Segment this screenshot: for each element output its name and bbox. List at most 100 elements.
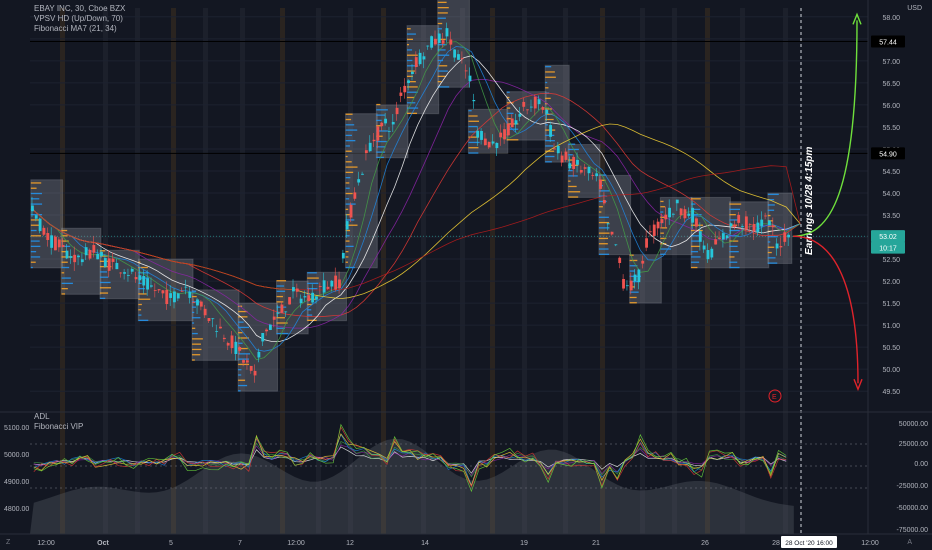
session-stripe xyxy=(171,8,176,534)
corner-right-a[interactable]: A xyxy=(907,539,912,546)
price-tick-label: 50.50 xyxy=(882,345,900,352)
session-stripe xyxy=(740,8,745,534)
volume-profile-bar xyxy=(138,282,142,285)
candle-body xyxy=(483,138,487,146)
candle-body xyxy=(752,223,756,232)
volume-profile-bar xyxy=(192,301,200,303)
volume-profile-bar xyxy=(468,120,479,122)
candle-body xyxy=(134,277,138,280)
indicator-vpsv[interactable]: VPSV HD (Up/Down, 70) xyxy=(34,14,123,23)
volume-profile-bar xyxy=(238,390,241,392)
candle-body xyxy=(572,156,576,169)
candle-body xyxy=(215,331,219,332)
volume-profile-bar xyxy=(598,195,608,197)
volume-profile-bar xyxy=(276,301,284,303)
candle-body xyxy=(675,199,679,204)
candle-body xyxy=(84,247,88,256)
down-arrow-icon xyxy=(853,378,863,392)
candle-body xyxy=(695,218,698,227)
indicator-fib-vip[interactable]: Fibonacci VIP xyxy=(34,422,84,431)
volume-profile-bar xyxy=(138,293,147,295)
candle-body xyxy=(714,239,718,245)
candle-body xyxy=(457,54,460,60)
volume-profile-bar xyxy=(276,327,285,329)
price-tag-label: 57.44 xyxy=(879,39,897,46)
corner-left-z[interactable]: Z xyxy=(6,539,11,546)
volume-profile-bar xyxy=(629,259,638,262)
candle-body xyxy=(211,318,215,320)
volume-profile-bar xyxy=(99,292,109,294)
candle-body xyxy=(441,40,445,44)
volume-profile-bar xyxy=(99,287,111,289)
candle-body xyxy=(434,38,437,45)
symbol-title[interactable]: EBAY INC, 30, Cboe BZX xyxy=(34,4,126,13)
volume-profile-bar xyxy=(61,293,66,295)
volume-profile-bar xyxy=(767,251,772,254)
candle-body xyxy=(487,141,491,148)
candle-body xyxy=(472,100,476,102)
lower-left-tick: 4800.00 xyxy=(4,506,29,513)
lower-right-tick: 0.00 xyxy=(914,461,928,468)
session-stripe xyxy=(316,8,321,534)
candle-body xyxy=(34,215,38,219)
price-tag[interactable] xyxy=(871,147,905,160)
candle-body xyxy=(480,130,483,140)
price-tag[interactable] xyxy=(871,230,905,243)
volume-profile-bar xyxy=(545,108,553,110)
candle-body xyxy=(449,39,453,45)
volume-profile-bar xyxy=(407,38,413,41)
candle-body xyxy=(537,99,541,105)
volume-profile-bar xyxy=(345,171,354,174)
candle-body xyxy=(280,304,284,313)
indicator-adl[interactable]: ADL xyxy=(34,412,50,421)
candle-body xyxy=(464,70,468,72)
candle-body xyxy=(633,274,637,282)
session-stripe xyxy=(203,8,208,534)
candle-body xyxy=(529,106,533,108)
volume-profile-bar xyxy=(729,261,738,263)
volume-profile-bar xyxy=(376,130,388,132)
price-tag[interactable] xyxy=(871,35,905,48)
volume-profile-bar xyxy=(376,114,386,116)
volume-profile-bar xyxy=(437,49,446,51)
volume-profile-bar xyxy=(30,182,42,184)
crosshair-time-tag[interactable] xyxy=(781,536,837,548)
price-tick-label: 51.00 xyxy=(882,323,900,330)
indicator-fib-ma[interactable]: Fibonacci MA7 (21, 34) xyxy=(34,24,117,33)
currency-label: USD xyxy=(907,5,922,12)
price-tag[interactable] xyxy=(871,241,905,254)
volume-profile-bar xyxy=(99,250,106,252)
candle-body xyxy=(245,360,249,363)
volume-profile-bar xyxy=(61,272,65,274)
candle-body xyxy=(495,142,499,149)
volume-profile-bar xyxy=(192,343,201,345)
candle-body xyxy=(203,308,207,316)
volume-profile-bar xyxy=(568,180,571,182)
candle-body xyxy=(257,351,261,358)
volume-profile-bar xyxy=(598,243,608,245)
candle-body xyxy=(560,155,564,163)
volume-profile-bar xyxy=(345,240,350,242)
candle-body xyxy=(426,45,430,47)
candle-body xyxy=(587,166,591,174)
volume-profile-bar xyxy=(468,131,480,133)
volume-profile-box xyxy=(30,179,64,269)
lower-right-tick: -50000.00 xyxy=(896,505,928,512)
price-tag-label: 10:17 xyxy=(879,246,897,253)
candle-body xyxy=(533,96,537,109)
session-stripe xyxy=(103,8,108,534)
volume-profile-bar xyxy=(238,337,249,339)
candle-body xyxy=(364,150,368,154)
candle-body xyxy=(718,237,721,239)
earnings-marker-icon[interactable] xyxy=(768,389,782,403)
candle-body xyxy=(88,249,92,259)
volume-profile-bar xyxy=(345,134,352,137)
volume-profile-bar xyxy=(192,306,196,308)
session-stripe xyxy=(280,8,285,534)
candle-body xyxy=(387,130,391,132)
candle-body xyxy=(787,234,790,238)
candle-body xyxy=(288,297,292,305)
volume-profile-bar xyxy=(307,319,317,322)
